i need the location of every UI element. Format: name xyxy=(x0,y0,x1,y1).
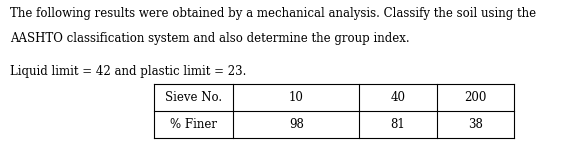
Text: Liquid limit = 42 and plastic limit = 23.: Liquid limit = 42 and plastic limit = 23… xyxy=(10,65,247,78)
Text: 40: 40 xyxy=(391,91,405,104)
Text: AASHTO classification system and also determine the group index.: AASHTO classification system and also de… xyxy=(10,32,410,45)
Text: % Finer: % Finer xyxy=(170,118,217,131)
Text: 98: 98 xyxy=(289,118,304,131)
Text: 200: 200 xyxy=(464,91,486,104)
Text: 38: 38 xyxy=(468,118,482,131)
Text: 81: 81 xyxy=(391,118,405,131)
Text: Sieve No.: Sieve No. xyxy=(165,91,222,104)
Text: The following results were obtained by a mechanical analysis. Classify the soil : The following results were obtained by a… xyxy=(10,7,536,20)
Text: 10: 10 xyxy=(289,91,304,104)
